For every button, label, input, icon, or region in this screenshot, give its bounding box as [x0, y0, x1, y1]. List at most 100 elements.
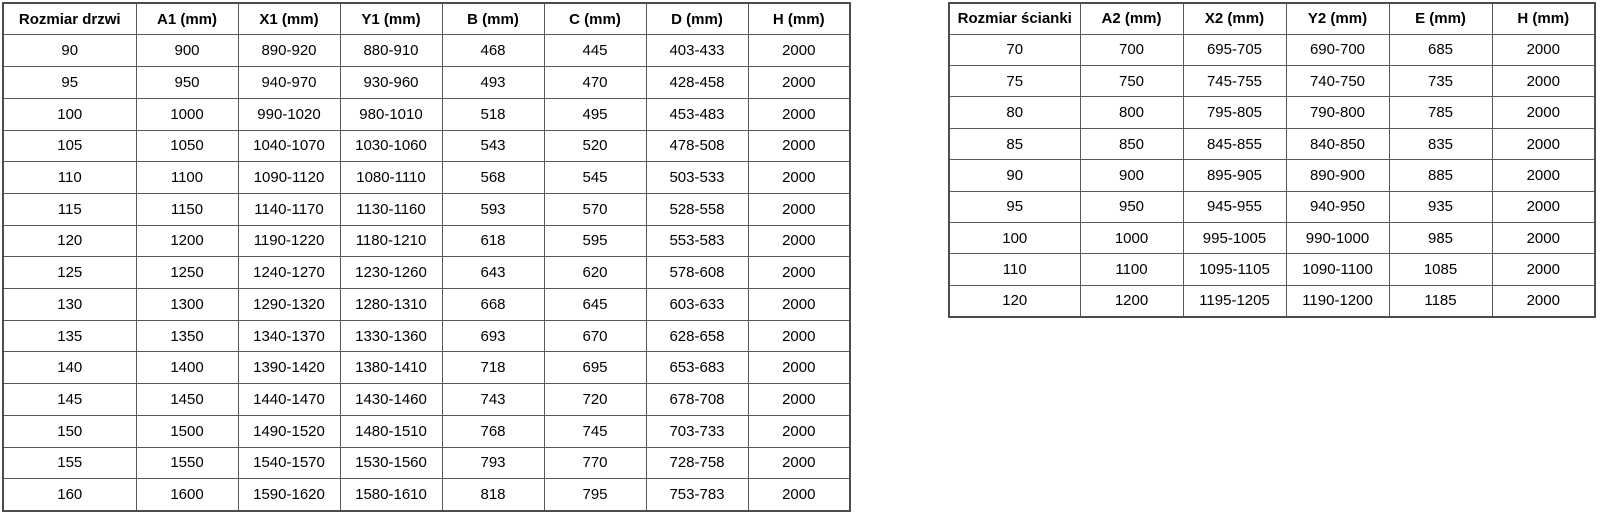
table-cell: 453-483	[645, 97, 749, 131]
table-cell: 570	[543, 192, 647, 226]
table-cell: 1490-1520	[237, 414, 341, 448]
table-cell: 518	[441, 97, 545, 131]
table-cell: 785	[1388, 96, 1493, 129]
table-cell: 2000	[1491, 284, 1596, 318]
column-header: A2 (mm)	[1079, 2, 1184, 35]
table-cell: 900	[1079, 159, 1184, 192]
table-cell: 2000	[1491, 190, 1596, 223]
table-cell: 568	[441, 161, 545, 194]
table-cell: 743	[441, 383, 545, 416]
table-cell: 740-750	[1285, 65, 1390, 98]
table-cell: 2000	[747, 97, 851, 131]
table-cell: 930-960	[339, 66, 443, 99]
table-cell: 1580-1610	[339, 478, 443, 512]
table-cell: 2000	[747, 478, 851, 512]
table-cell: 403-433	[645, 34, 749, 68]
table-cell: 645	[543, 288, 647, 321]
table-row: 75 750 745-755 740-750 735 2000	[948, 65, 1596, 98]
table-cell: 703-733	[645, 414, 749, 448]
table-cell: 468	[441, 34, 545, 68]
table-cell: 595	[543, 224, 647, 258]
table-cell: 2000	[1491, 159, 1596, 192]
table-cell: 1430-1460	[339, 383, 443, 416]
table-cell: 850	[1079, 127, 1184, 161]
table-cell: 745	[543, 414, 647, 448]
table-cell: 503-533	[645, 161, 749, 194]
table-cell: 818	[441, 478, 545, 512]
table-cell: 2000	[1491, 221, 1596, 255]
table-cell: 2000	[747, 446, 851, 480]
table-cell: 1300	[135, 288, 239, 321]
table-row: 70 700 695-705 690-700 685 2000	[948, 33, 1596, 67]
table-row: 145 1450 1440-1470 1430-1460 743 720 678-708 20…	[2, 383, 851, 416]
table-cell: 845-855	[1182, 127, 1287, 161]
table-cell: 1350	[135, 319, 239, 353]
table-cell: 2000	[747, 351, 851, 385]
table-cell: 1330-1360	[339, 319, 443, 353]
column-header: E (mm)	[1388, 2, 1493, 35]
table-cell: 140	[2, 351, 137, 385]
table-cell: 1100	[1079, 253, 1184, 286]
table-cell: 1000	[1079, 221, 1184, 255]
table-cell: 100	[948, 221, 1081, 255]
column-header: C (mm)	[543, 2, 647, 36]
table-cell: 95	[948, 190, 1081, 223]
table-cell: 70	[948, 33, 1081, 67]
table-cell: 100	[2, 97, 137, 131]
table-cell: 110	[948, 253, 1081, 286]
table-cell: 695-705	[1182, 33, 1287, 67]
table-cell: 940-950	[1285, 190, 1390, 223]
table-cell: 990-1020	[237, 97, 341, 131]
table-cell: 528-558	[645, 192, 749, 226]
table-cell: 618	[441, 224, 545, 258]
table-cell: 1100	[135, 161, 239, 194]
table-cell: 1190-1220	[237, 224, 341, 258]
column-header: Rozmiar ścianki	[948, 2, 1081, 35]
table-cell: 1440-1470	[237, 383, 341, 416]
table-cell: 900	[135, 34, 239, 68]
wall-size-table: Rozmiar ścianki A2 (mm) X2 (mm) Y2 (mm) E (m…	[948, 2, 1596, 318]
table-cell: 2000	[747, 161, 851, 194]
table-cell: 700	[1079, 33, 1184, 67]
table-cell: 1280-1310	[339, 288, 443, 321]
table-cell: 1095-1105	[1182, 253, 1287, 286]
table-cell: 1240-1270	[237, 256, 341, 290]
column-header: D (mm)	[645, 2, 749, 36]
column-header: A1 (mm)	[135, 2, 239, 36]
table-cell: 835	[1388, 127, 1493, 161]
table-cell: 493	[441, 66, 545, 99]
table-cell: 1480-1510	[339, 414, 443, 448]
table-cell: 1340-1370	[237, 319, 341, 353]
table-cell: 728-758	[645, 446, 749, 480]
table-row: 105 1050 1040-1070 1030-1060 543 520 478-508 20…	[2, 129, 851, 163]
table-cell: 753-783	[645, 478, 749, 512]
table-row: 140 1400 1390-1420 1380-1410 718 695 653-683 20…	[2, 351, 851, 385]
table-cell: 2000	[747, 34, 851, 68]
table-cell: 750	[1079, 65, 1184, 98]
table-cell: 685	[1388, 33, 1493, 67]
table-cell: 155	[2, 446, 137, 480]
table-cell: 2000	[1491, 96, 1596, 129]
table-cell: 80	[948, 96, 1081, 129]
table-cell: 1390-1420	[237, 351, 341, 385]
table-cell: 135	[2, 319, 137, 353]
table-cell: 553-583	[645, 224, 749, 258]
table-cell: 795	[543, 478, 647, 512]
table-cell: 735	[1388, 65, 1493, 98]
table-cell: 495	[543, 97, 647, 131]
table-row: 100 1000 995-1005 990-1000 985 2000	[948, 221, 1596, 255]
table-cell: 1000	[135, 97, 239, 131]
table-cell: 990-1000	[1285, 221, 1390, 255]
table-cell: 160	[2, 478, 137, 512]
table-cell: 1450	[135, 383, 239, 416]
table-cell: 1590-1620	[237, 478, 341, 512]
header-row: Rozmiar drzwi A1 (mm) X1 (mm) Y1 (mm) B (mm)…	[2, 2, 851, 36]
table-cell: 1185	[1388, 284, 1493, 318]
table-cell: 940-970	[237, 66, 341, 99]
table-cell: 1600	[135, 478, 239, 512]
table-row: 135 1350 1340-1370 1330-1360 693 670 628-658 20…	[2, 319, 851, 353]
table-cell: 790-800	[1285, 96, 1390, 129]
table-cell: 1090-1120	[237, 161, 341, 194]
table-cell: 800	[1079, 96, 1184, 129]
table-cell: 2000	[747, 192, 851, 226]
